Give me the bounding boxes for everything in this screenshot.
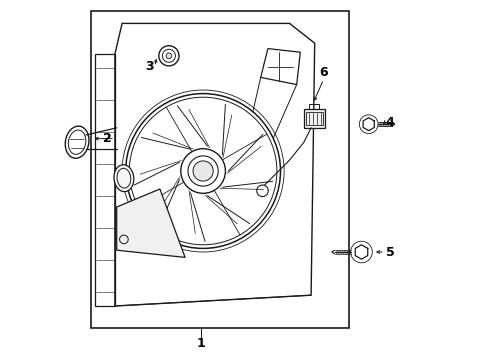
Circle shape (193, 161, 213, 181)
Bar (309, 104, 319, 109)
Text: 4: 4 (385, 116, 394, 129)
Bar (305, 112, 322, 125)
Polygon shape (117, 189, 185, 257)
Circle shape (166, 53, 171, 59)
Bar (303, 109, 324, 128)
Text: 2: 2 (103, 132, 112, 145)
Bar (95, 54, 115, 306)
Text: 3: 3 (144, 60, 153, 73)
Text: 5: 5 (385, 246, 394, 258)
Text: 1: 1 (197, 337, 205, 350)
Bar (91, 11, 348, 328)
Ellipse shape (114, 165, 134, 192)
Text: 6: 6 (319, 66, 327, 78)
